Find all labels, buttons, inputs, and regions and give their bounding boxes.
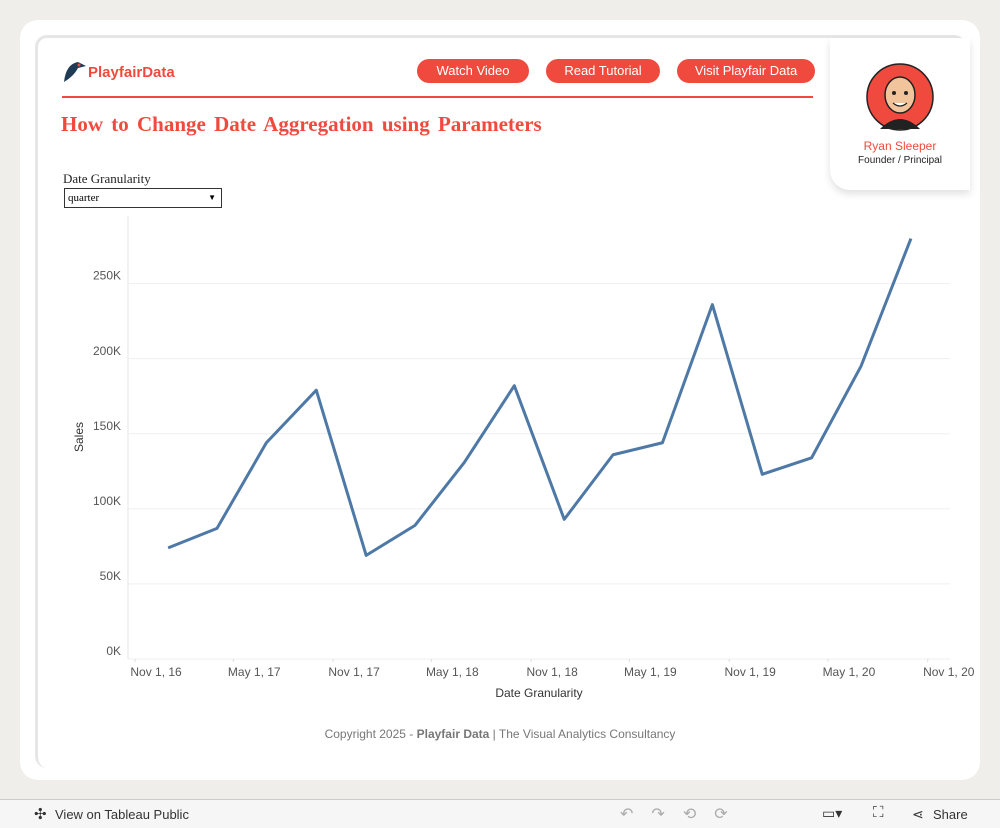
footer: Copyright 2025 - Playfair Data | The Vis… <box>0 727 1000 741</box>
history-controls[interactable]: ↶↷⟲⟳ <box>620 806 746 823</box>
share-icon[interactable]: ⋖ <box>912 806 924 822</box>
x-tick-label: May 1, 17 <box>228 665 281 679</box>
view-on-tableau[interactable]: View on Tableau Public <box>55 807 189 822</box>
dashboard-frame <box>35 35 966 768</box>
footer-prefix: Copyright 2025 - <box>324 727 417 741</box>
profile-role: Founder / Principal <box>858 155 942 166</box>
share-button[interactable]: Share <box>933 807 968 822</box>
x-tick-label: May 1, 19 <box>624 665 677 679</box>
toolbar: ✣ View on Tableau Public ↶↷⟲⟳ ▭▾ ⛶ ⋖ Sha… <box>0 799 1000 828</box>
x-axis-title: Date Granularity <box>495 686 582 700</box>
dashboard-title: How to Change Date Aggregation using Par… <box>61 112 542 136</box>
profile-name: Ryan Sleeper <box>863 139 937 153</box>
footer-brand: Playfair Data <box>416 727 490 741</box>
tableau-icon: ✣ <box>34 806 47 823</box>
fullscreen-icon[interactable]: ⛶ <box>873 804 884 821</box>
x-tick-label: May 1, 20 <box>823 665 876 679</box>
y-tick-label: 0K <box>106 644 121 658</box>
y-tick-label: 50K <box>100 569 121 583</box>
y-tick-label: 150K <box>93 419 121 433</box>
x-tick-label: Nov 1, 16 <box>130 665 182 679</box>
logo-icon <box>64 62 86 82</box>
parameter-label: Date Granularity <box>63 171 151 186</box>
dashboard-card <box>20 20 980 780</box>
y-tick-label: 100K <box>93 494 121 508</box>
sales-line <box>167 237 913 557</box>
watch-video-button[interactable]: Watch Video <box>417 59 529 83</box>
visit-button[interactable]: Visit Playfair Data <box>677 59 815 83</box>
chart: Sales Date Granularity 0K 50K 100K 150K 200K… <box>72 216 975 700</box>
y-tick-label: 200K <box>93 344 121 358</box>
dropdown-value: quarter <box>68 192 100 204</box>
dropdown-arrow: ▼ <box>208 193 216 202</box>
read-tutorial-button[interactable]: Read Tutorial <box>546 59 660 83</box>
x-tick-label: Nov 1, 18 <box>526 665 578 679</box>
y-tick-label: 250K <box>93 269 121 283</box>
header-rule <box>62 96 813 98</box>
logo-text: PlayfairData <box>88 64 175 81</box>
download-icon[interactable]: ▭▾ <box>822 805 843 821</box>
x-tick-label: Nov 1, 17 <box>328 665 380 679</box>
x-tick-label: May 1, 18 <box>426 665 479 679</box>
footer-suffix: | The Visual Analytics Consultancy <box>489 727 676 741</box>
parameter-dropdown[interactable]: quarter ▼ <box>64 188 222 208</box>
y-axis-title: Sales <box>72 422 86 452</box>
x-tick-label: Nov 1, 19 <box>724 665 776 679</box>
avatar <box>866 63 934 131</box>
x-tick-label: Nov 1, 20 <box>923 665 975 679</box>
